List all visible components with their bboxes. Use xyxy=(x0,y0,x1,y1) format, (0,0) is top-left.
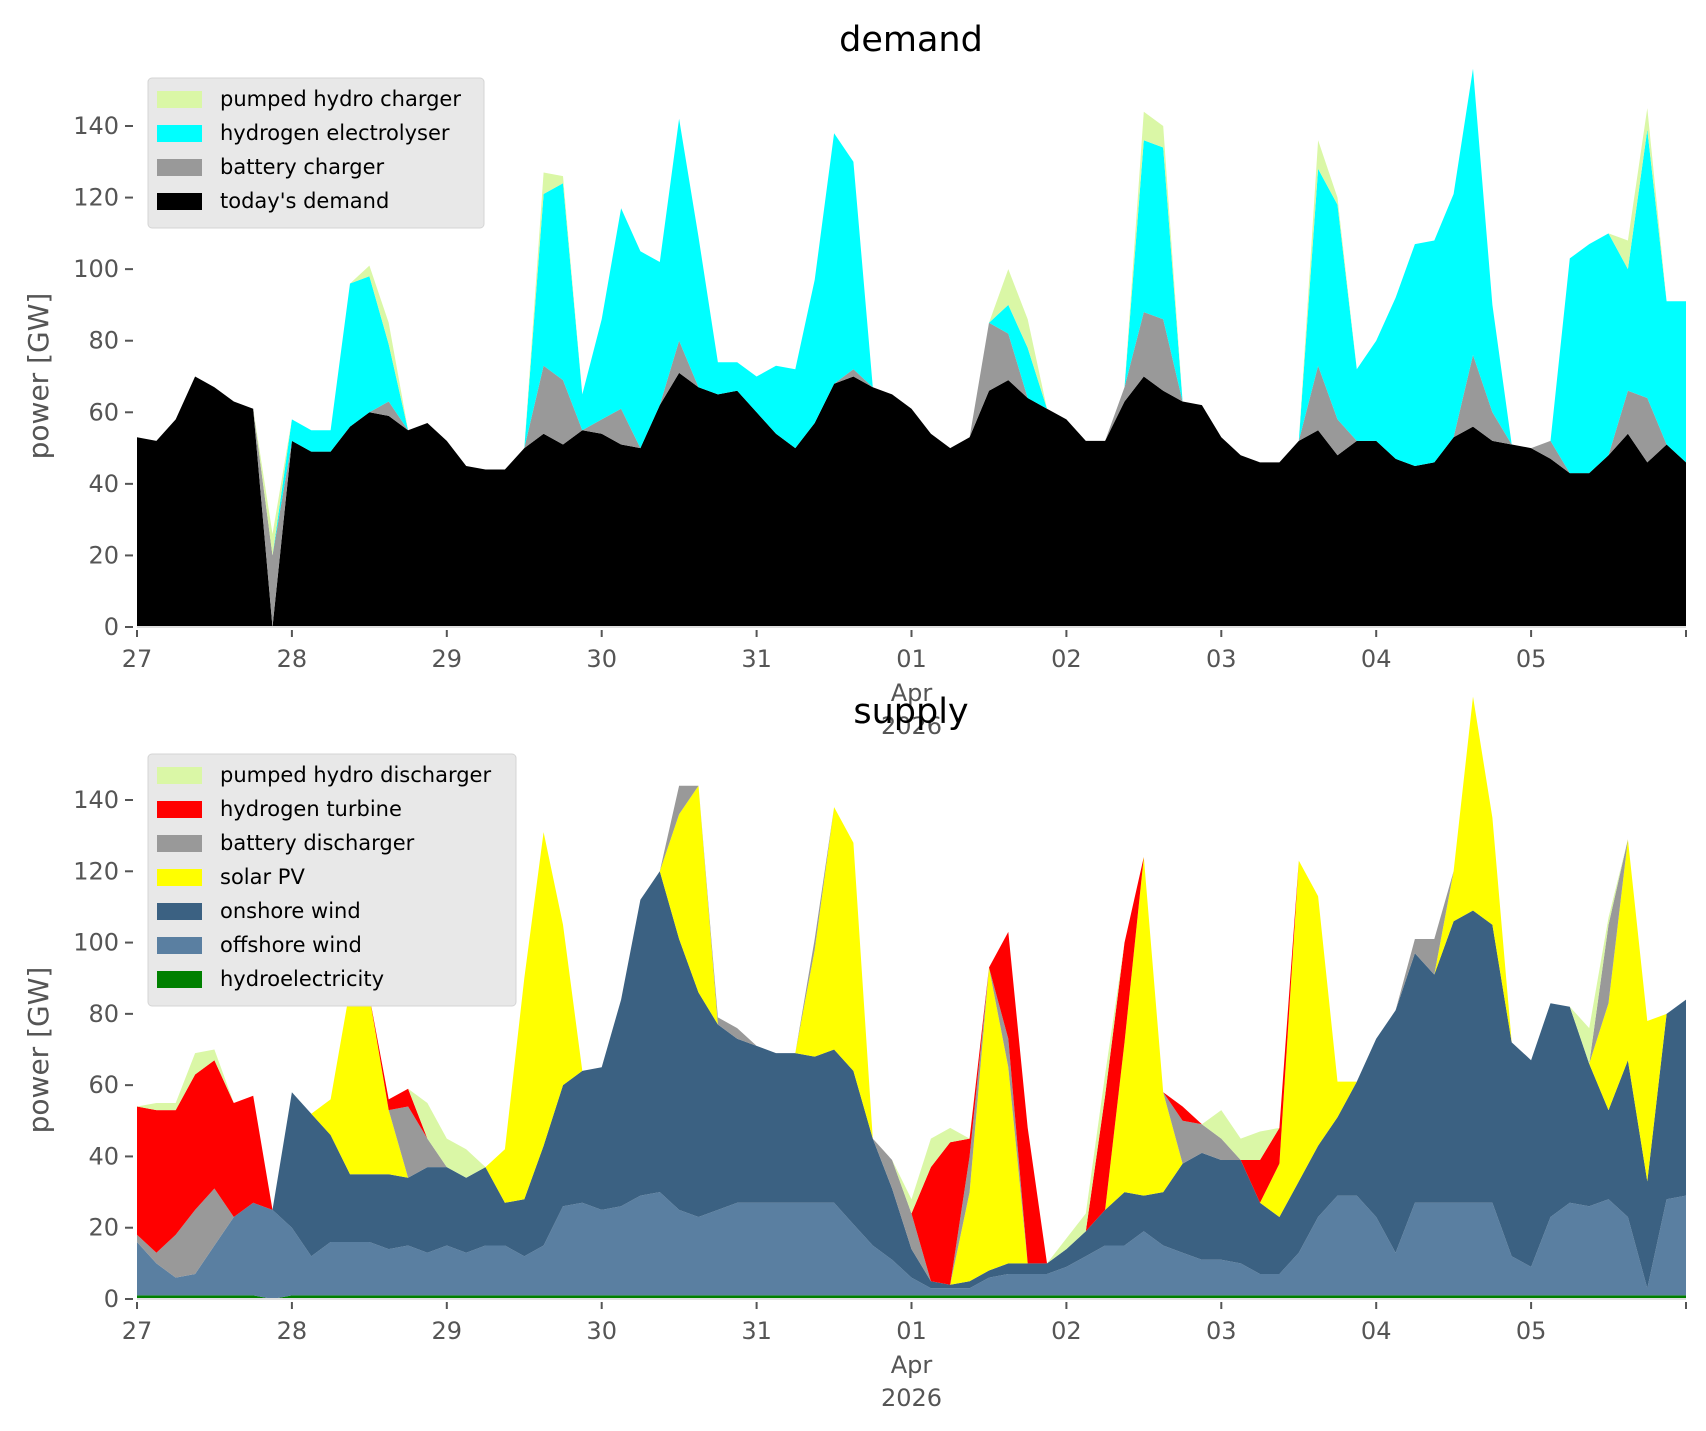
demand-areas xyxy=(137,68,1686,627)
supply-legend-swatch-hydroelectricity xyxy=(157,971,202,988)
supply-y-ticks: 0 20 40 60 80 100 120 140 xyxy=(73,786,133,1313)
supply-area-offshore-wind xyxy=(137,1192,1686,1299)
supply-x-tick-label: 31 xyxy=(741,1317,772,1345)
demand-y-axis-label: power [GW] xyxy=(22,293,55,460)
demand-y-tick-label: 0 xyxy=(104,613,119,641)
supply-x-sublabel: 2026 xyxy=(881,1384,942,1412)
supply-y-tick-label: 20 xyxy=(88,1214,119,1242)
supply-x-tick-label: 03 xyxy=(1206,1317,1237,1345)
supply-legend-box xyxy=(147,753,517,1007)
supply-legend-swatch-battery-discharger xyxy=(157,835,202,852)
demand-area-today-s-demand xyxy=(137,372,1686,627)
supply-legend-swatch-onshore-wind xyxy=(157,903,202,920)
demand-x-tick-label: 30 xyxy=(586,645,617,673)
demand-x-sublabel: 2026 xyxy=(881,712,942,740)
supply-x-tick-label: 02 xyxy=(1051,1317,1082,1345)
demand-legend-swatch-pumped-hydro-charger xyxy=(157,91,202,108)
supply-legend-swatch-pumped-hydro-discharger xyxy=(157,767,202,784)
supply-legend-swatch-hydrogen-turbine xyxy=(157,801,202,818)
supply-y-tick-label: 100 xyxy=(73,929,119,957)
supply-x-tick-label: 30 xyxy=(586,1317,617,1345)
demand-x-tick-label: 27 xyxy=(122,645,153,673)
supply-legend-swatch-offshore-wind xyxy=(157,937,202,954)
demand-y-tick-label: 120 xyxy=(73,184,119,212)
demand-x-tick-label: 28 xyxy=(277,645,308,673)
supply-legend: pumped hydro discharger hydrogen turbine b… xyxy=(147,753,517,1007)
supply-legend-label-solar-pv: solar PV xyxy=(220,865,305,889)
demand-legend-box xyxy=(147,77,485,229)
supply-x-tick-label: 27 xyxy=(122,1317,153,1345)
supply-legend-label-onshore-wind: onshore wind xyxy=(220,899,361,923)
demand-x-tick-label: 04 xyxy=(1361,645,1392,673)
demand-legend: pumped hydro charger hydrogen electrolyse… xyxy=(147,77,485,229)
demand-legend-swatch-battery-charger xyxy=(157,159,202,176)
supply-y-tick-label: 80 xyxy=(88,1000,119,1028)
supply-x-tick-label: 28 xyxy=(277,1317,308,1345)
demand-x-tick-label: 31 xyxy=(741,645,772,673)
demand-x-tick-label: 01 xyxy=(896,645,927,673)
supply-panel: 27 28 29 30 31 01 Apr 2026 02 03 04 05 0 20 40 60 80 100… xyxy=(22,692,1687,1412)
supply-legend-label-hydroelectricity: hydroelectricity xyxy=(220,967,384,991)
demand-x-tick-label: 03 xyxy=(1206,645,1237,673)
demand-title: demand xyxy=(839,20,983,60)
demand-x-sublabel: Apr xyxy=(891,679,933,707)
demand-x-tick-label: 05 xyxy=(1516,645,1547,673)
supply-x-tick-label: 05 xyxy=(1516,1317,1547,1345)
supply-y-axis-label: power [GW] xyxy=(22,967,55,1134)
supply-x-tick-label: 29 xyxy=(432,1317,463,1345)
supply-y-tick-label: 60 xyxy=(88,1071,119,1099)
supply-y-tick-label: 120 xyxy=(73,857,119,885)
supply-legend-label-hydrogen-turbine: hydrogen turbine xyxy=(220,797,402,821)
demand-legend-label-battery-charger: battery charger xyxy=(220,155,385,179)
supply-x-sublabel: Apr xyxy=(891,1351,933,1379)
demand-y-tick-label: 100 xyxy=(73,255,119,283)
supply-x-ticks: 27 28 29 30 31 01 Apr 2026 02 03 04 05 xyxy=(122,1302,1687,1412)
supply-legend-label-pumped-hydro-discharger: pumped hydro discharger xyxy=(220,763,491,787)
supply-y-tick-label: 140 xyxy=(73,786,119,814)
demand-panel: demand 27 28 29 30 31 01 Apr 2026 02 03 04 05 0 20 40… xyxy=(22,20,1687,740)
demand-y-tick-label: 80 xyxy=(88,327,119,355)
demand-legend-swatch-hydrogen-electrolyser xyxy=(157,125,202,142)
supply-legend-swatch-solar-pv xyxy=(157,869,202,886)
supply-legend-label-offshore-wind: offshore wind xyxy=(220,933,362,957)
supply-x-tick-label: 01 xyxy=(896,1317,927,1345)
demand-y-tick-label: 40 xyxy=(88,470,119,498)
demand-y-tick-label: 60 xyxy=(88,398,119,426)
supply-area-onshore-wind xyxy=(137,871,1686,1289)
demand-x-ticks: 27 28 29 30 31 01 Apr 2026 02 03 04 05 xyxy=(122,630,1687,740)
demand-legend-label-hydrogen-electrolyser: hydrogen electrolyser xyxy=(220,121,450,145)
demand-y-ticks: 0 20 40 60 80 100 120 140 xyxy=(73,112,133,641)
demand-y-tick-label: 20 xyxy=(88,541,119,569)
supply-title: supply xyxy=(853,692,968,732)
demand-legend-label-today-s-demand: today's demand xyxy=(220,189,389,213)
demand-legend-swatch-today-s-demand xyxy=(157,193,202,210)
demand-x-tick-label: 02 xyxy=(1051,645,1082,673)
supply-area-solar-pv xyxy=(137,696,1686,1285)
demand-x-tick-label: 29 xyxy=(432,645,463,673)
supply-legend-label-battery-discharger: battery discharger xyxy=(220,831,415,855)
supply-x-tick-label: 04 xyxy=(1361,1317,1392,1345)
demand-y-tick-label: 140 xyxy=(73,112,119,140)
supply-y-tick-label: 40 xyxy=(88,1142,119,1170)
demand-legend-label-pumped-hydro-charger: pumped hydro charger xyxy=(220,87,461,111)
supply-y-tick-label: 0 xyxy=(104,1285,119,1313)
